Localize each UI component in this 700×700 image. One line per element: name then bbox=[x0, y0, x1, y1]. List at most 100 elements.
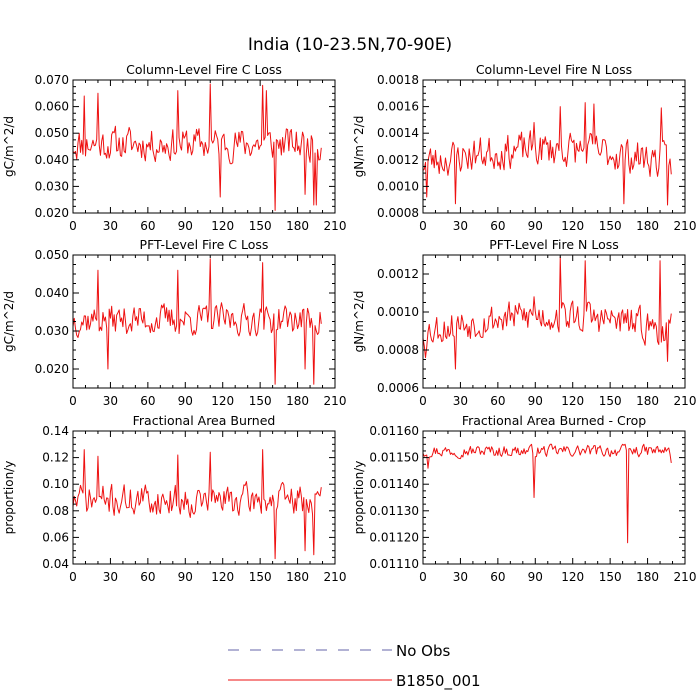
y-tick-label: 0.020 bbox=[35, 362, 69, 376]
y-tick-label: 0.10 bbox=[42, 477, 69, 491]
x-tick-label: 60 bbox=[490, 394, 505, 408]
y-tick-label: 0.0010 bbox=[377, 179, 419, 193]
x-tick-label: 60 bbox=[490, 570, 505, 584]
y-tick-label: 0.08 bbox=[42, 504, 69, 518]
chart-panel-4: PFT-Level Fire N Loss gN/m^2/d 0 30 60 90 120 1… bbox=[352, 237, 696, 408]
y-tick-label: 0.0018 bbox=[377, 73, 419, 87]
y-tick-label: 0.0014 bbox=[377, 126, 419, 140]
x-tick-label: 210 bbox=[324, 394, 347, 408]
x-tick-label: 90 bbox=[178, 570, 193, 584]
panel-title: Fractional Area Burned - Crop bbox=[462, 413, 646, 428]
x-tick-label: 120 bbox=[561, 394, 584, 408]
y-tick-label: 0.0012 bbox=[377, 267, 419, 281]
y-tick-label: 0.01120 bbox=[369, 530, 419, 544]
y-tick-label: 0.0010 bbox=[377, 305, 419, 319]
panels: Column-Level Fire C Loss gC/m^2/d 0 30 60 90 1… bbox=[2, 62, 696, 584]
y-tick-label: 0.0008 bbox=[377, 206, 419, 220]
x-tick-label: 60 bbox=[140, 570, 155, 584]
y-axis-label: gN/m^2/d bbox=[352, 291, 366, 353]
x-tick-label: 60 bbox=[140, 219, 155, 233]
x-tick-label: 150 bbox=[249, 219, 272, 233]
panel-title: PFT-Level Fire C Loss bbox=[140, 237, 269, 252]
x-tick-label: 90 bbox=[178, 219, 193, 233]
x-tick-label: 180 bbox=[636, 219, 659, 233]
y-tick-label: 0.12 bbox=[42, 451, 69, 465]
x-tick-label: 150 bbox=[599, 394, 622, 408]
chart-panel-1: Column-Level Fire C Loss gC/m^2/d 0 30 60 90 1… bbox=[2, 62, 346, 233]
y-tick-label: 0.01110 bbox=[369, 557, 419, 571]
x-tick-label: 210 bbox=[674, 394, 697, 408]
x-tick-label: 180 bbox=[286, 394, 309, 408]
series-line-b1850 bbox=[422, 443, 672, 544]
x-tick-label: 180 bbox=[286, 570, 309, 584]
chart-panel-2: Column-Level Fire N Loss gN/m^2/d 0 30 60 90 1… bbox=[352, 62, 696, 233]
x-tick-label: 150 bbox=[249, 394, 272, 408]
x-tick-label: 30 bbox=[103, 394, 118, 408]
main-title: India (10-23.5N,70-90E) bbox=[248, 35, 452, 55]
legend-label-no-obs: No Obs bbox=[396, 642, 450, 660]
y-tick-label: 0.040 bbox=[35, 286, 69, 300]
panel-title: Column-Level Fire N Loss bbox=[476, 62, 632, 77]
series-line-b1850 bbox=[72, 83, 322, 211]
x-tick-label: 180 bbox=[636, 394, 659, 408]
legend: No Obs B1850_001 bbox=[228, 642, 481, 691]
x-tick-label: 90 bbox=[528, 219, 543, 233]
series-line-b1850 bbox=[422, 256, 672, 370]
chart-panel-6: Fractional Area Burned - Crop proportion/… bbox=[352, 413, 696, 584]
chart-panel-3: PFT-Level Fire C Loss gC/m^2/d 0 30 60 90 120 1… bbox=[2, 237, 346, 408]
x-tick-label: 30 bbox=[453, 219, 468, 233]
legend-label-b1850: B1850_001 bbox=[396, 672, 481, 691]
x-tick-label: 150 bbox=[599, 219, 622, 233]
series-line-b1850 bbox=[72, 449, 322, 560]
x-tick-label: 90 bbox=[528, 570, 543, 584]
y-tick-label: 0.0008 bbox=[377, 343, 419, 357]
series-line-b1850 bbox=[422, 102, 672, 206]
x-tick-label: 120 bbox=[211, 394, 234, 408]
x-tick-label: 60 bbox=[490, 219, 505, 233]
y-tick-label: 0.01160 bbox=[369, 424, 419, 438]
x-tick-label: 0 bbox=[69, 219, 77, 233]
chart-panel-5: Fractional Area Burned proportion/y 0 30 60 9… bbox=[2, 413, 346, 584]
y-tick-label: 0.060 bbox=[35, 100, 69, 114]
panel-title: Fractional Area Burned bbox=[133, 413, 276, 428]
y-tick-label: 0.0016 bbox=[377, 100, 419, 114]
y-tick-label: 0.0012 bbox=[377, 153, 419, 167]
x-tick-label: 0 bbox=[419, 570, 427, 584]
panel-title: PFT-Level Fire N Loss bbox=[489, 237, 619, 252]
y-tick-label: 0.06 bbox=[42, 530, 69, 544]
x-tick-label: 0 bbox=[69, 394, 77, 408]
x-tick-label: 120 bbox=[561, 570, 584, 584]
y-tick-label: 0.04 bbox=[42, 557, 69, 571]
x-tick-label: 0 bbox=[419, 219, 427, 233]
y-tick-label: 0.050 bbox=[35, 248, 69, 262]
y-axis-label: gC/m^2/d bbox=[2, 291, 16, 352]
x-tick-label: 90 bbox=[528, 394, 543, 408]
x-tick-label: 120 bbox=[211, 570, 234, 584]
x-tick-label: 30 bbox=[453, 394, 468, 408]
x-tick-label: 210 bbox=[674, 219, 697, 233]
y-axis-label: gN/m^2/d bbox=[352, 116, 366, 178]
y-axis-label: proportion/y bbox=[2, 461, 16, 535]
x-tick-label: 150 bbox=[599, 570, 622, 584]
y-tick-label: 0.030 bbox=[35, 179, 69, 193]
panel-title: Column-Level Fire C Loss bbox=[126, 62, 282, 77]
y-tick-label: 0.040 bbox=[35, 153, 69, 167]
plot-frame bbox=[422, 79, 686, 214]
x-tick-label: 0 bbox=[69, 570, 77, 584]
x-tick-label: 120 bbox=[211, 219, 234, 233]
y-tick-label: 0.050 bbox=[35, 126, 69, 140]
y-tick-label: 0.14 bbox=[42, 424, 69, 438]
y-axis-label: gC/m^2/d bbox=[2, 116, 16, 177]
x-tick-label: 180 bbox=[286, 219, 309, 233]
plot-frame bbox=[422, 430, 686, 565]
plot-frame bbox=[422, 254, 686, 389]
y-tick-label: 0.01140 bbox=[369, 477, 419, 491]
y-tick-label: 0.030 bbox=[35, 324, 69, 338]
y-tick-label: 0.0006 bbox=[377, 381, 419, 395]
x-tick-label: 60 bbox=[140, 394, 155, 408]
x-tick-label: 210 bbox=[674, 570, 697, 584]
x-tick-label: 30 bbox=[103, 219, 118, 233]
x-tick-label: 120 bbox=[561, 219, 584, 233]
y-axis-label: proportion/y bbox=[352, 461, 366, 535]
